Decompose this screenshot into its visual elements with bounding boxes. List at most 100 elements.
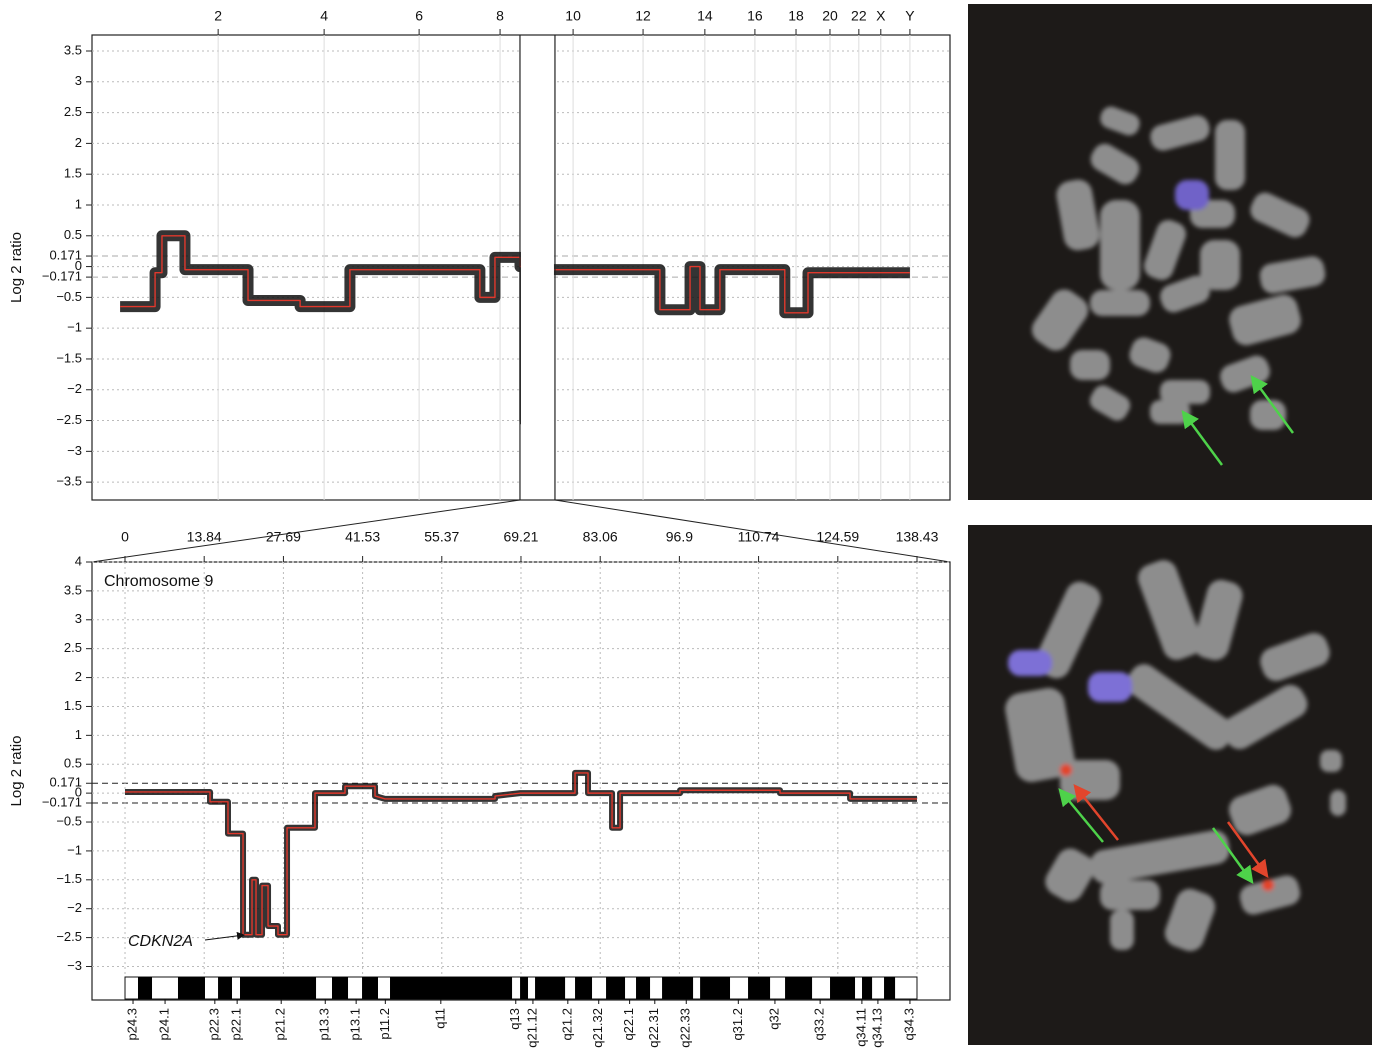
y-tick-label: −2 [67, 381, 82, 396]
y-tick-label: −0.5 [56, 289, 82, 304]
band-label: q22.33 [678, 1008, 693, 1048]
x-tick-label: 20 [822, 8, 838, 24]
y-tick-label: −3.5 [56, 474, 82, 489]
charts: 3.532.521.510.50.1710−0.171−0.5−1−1.5−2−… [8, 8, 951, 1048]
y-tick-label: 0.5 [64, 227, 82, 242]
ideogram-band [862, 977, 873, 999]
y-tick-label: −3 [67, 443, 82, 458]
band-label: q34.13 [869, 1008, 884, 1048]
band-label: p22.1 [229, 1008, 244, 1041]
y-tick-label: 0.171 [49, 775, 82, 790]
x-tick-label: 55.37 [424, 529, 459, 545]
band-label: q13 [507, 1008, 522, 1030]
x-tick-label: 138.43 [896, 529, 939, 545]
y-tick-label: −3 [67, 958, 82, 973]
ideogram-band [748, 977, 771, 999]
x-tick-label: 10 [565, 8, 581, 24]
zoom-connector [554, 499, 951, 563]
y-tick-label: −1 [67, 320, 82, 335]
ideogram-band [662, 977, 694, 999]
x-tick-label: 12 [635, 8, 651, 24]
ideogram-band [390, 977, 513, 999]
ideogram-band [785, 977, 813, 999]
band-label: q32 [766, 1008, 781, 1030]
ideogram-band [177, 977, 205, 999]
y-tick-label: −2 [67, 900, 82, 915]
band-label: p22.3 [206, 1008, 221, 1041]
x-tick-label: 110.74 [738, 529, 780, 545]
x-tick-label: Y [905, 8, 915, 24]
chart: 43.532.521.510.50.1710−0.171−0.5−1−1.5−2… [8, 529, 951, 1048]
ideogram-band [520, 977, 529, 999]
band-label: p24.1 [156, 1008, 171, 1041]
y-tick-label: −2.5 [56, 929, 82, 944]
band-label: q21.32 [590, 1008, 605, 1048]
y-tick-label: 2.5 [64, 640, 82, 655]
x-tick-label: 6 [415, 8, 423, 24]
y-tick-label: 3.5 [64, 582, 82, 597]
y-tick-label: 2.5 [64, 104, 82, 119]
y-tick-label: −1.5 [56, 871, 82, 886]
y-tick-label: 1 [75, 196, 82, 211]
band-label: p24.3 [124, 1008, 139, 1041]
band-label: p13.3 [317, 1008, 332, 1041]
band-label: p13.1 [348, 1008, 363, 1041]
x-tick-label: 22 [851, 8, 867, 24]
band-label: q21.12 [524, 1008, 539, 1048]
annotation-arrow [204, 931, 245, 941]
annotation: CDKN2A [128, 933, 193, 950]
x-tick-label: 2 [214, 8, 222, 24]
y-tick-label: −0.5 [56, 813, 82, 828]
chart: 3.532.521.510.50.1710−0.171−0.5−1−1.5−2−… [8, 8, 951, 563]
y-tick-label: 0.5 [64, 756, 82, 771]
y-tick-label: 1 [75, 727, 82, 742]
ideogram-band [137, 977, 153, 999]
y-axis-label: Log 2 ratio [8, 232, 25, 303]
chart-title: Chromosome 9 [104, 573, 213, 590]
y-tick-label: −0.171 [42, 794, 82, 809]
y-axis-label: Log 2 ratio [8, 736, 25, 807]
x-tick-label: 69.21 [503, 529, 538, 545]
x-tick-label: 13.84 [187, 529, 222, 545]
x-tick-label: 18 [788, 8, 804, 24]
ideogram-band [332, 977, 349, 999]
y-tick-label: 2 [75, 135, 82, 150]
ideogram-band [884, 977, 896, 999]
y-tick-label: −1.5 [56, 350, 82, 365]
ideogram-band [700, 977, 731, 999]
y-tick-label: −1 [67, 842, 82, 857]
ideogram-band [606, 977, 626, 999]
y-tick-label: 3 [75, 611, 82, 626]
zoom-connector [91, 499, 521, 563]
band-label: q34.11 [853, 1008, 868, 1047]
y-tick-label: 1.5 [64, 166, 82, 181]
ideogram-band [636, 977, 651, 999]
metaphase-image-bottom [968, 525, 1372, 1045]
x-tick-label: 124.59 [816, 529, 859, 545]
band-label: p21.2 [273, 1008, 288, 1041]
x-tick-label: X [876, 8, 886, 24]
ideogram-band [575, 977, 593, 999]
band-label: q11 [432, 1008, 447, 1029]
x-tick-label: 27.69 [266, 529, 301, 545]
band-label: p11.2 [377, 1008, 392, 1040]
ideogram-band [535, 977, 566, 999]
y-tick-label: 1.5 [64, 698, 82, 713]
x-tick-label: 41.53 [345, 529, 380, 545]
y-tick-label: 2 [75, 669, 82, 684]
band-label: q34.3 [901, 1008, 916, 1041]
band-label: q33.2 [812, 1008, 827, 1041]
y-tick-label: 0 [75, 258, 82, 273]
segment-line [125, 772, 917, 936]
ideogram-band [218, 977, 232, 999]
y-tick-label: 0.171 [49, 247, 82, 262]
y-tick-label: 3 [75, 73, 82, 88]
x-tick-label: 0 [121, 529, 129, 545]
x-tick-label: 16 [747, 8, 763, 24]
x-tick-label: 8 [496, 8, 504, 24]
x-tick-label: 83.06 [583, 529, 618, 545]
y-tick-label: −2.5 [56, 412, 82, 427]
ideogram-band [830, 977, 856, 999]
x-tick-label: 14 [697, 8, 713, 24]
